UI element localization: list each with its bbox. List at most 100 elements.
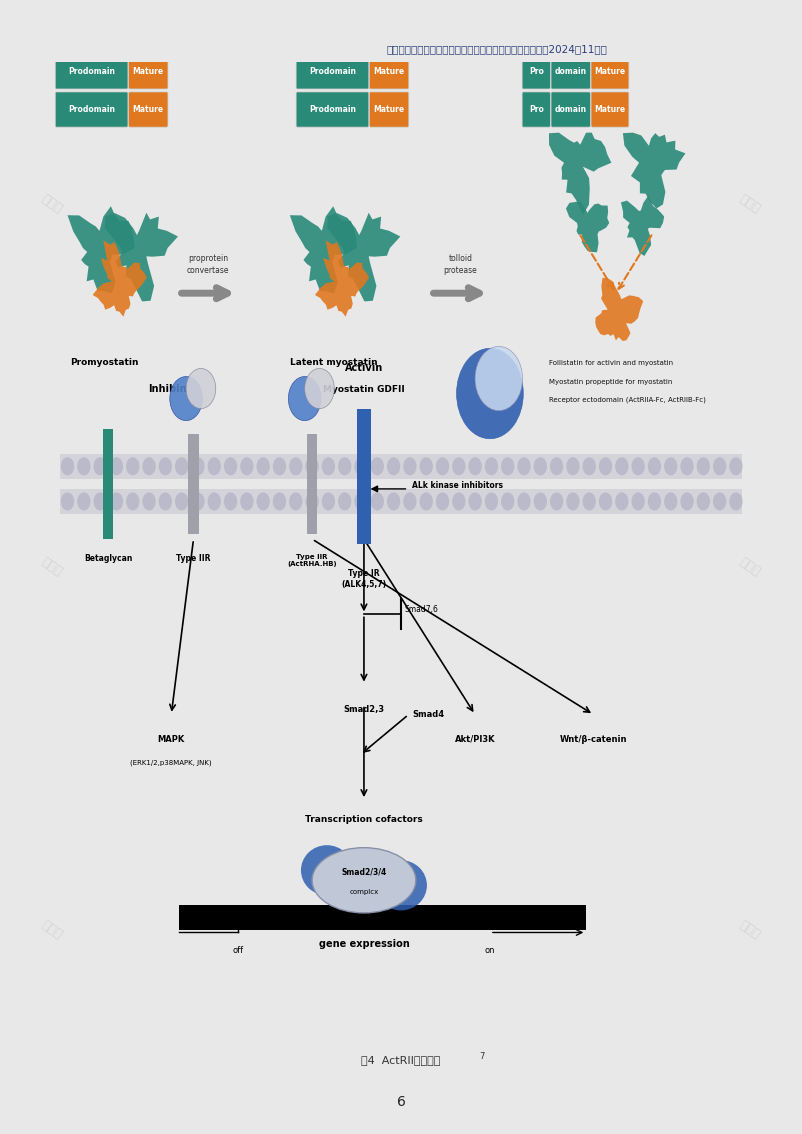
Circle shape [306, 457, 318, 475]
Text: Inhibin: Inhibin [148, 383, 187, 393]
Circle shape [126, 457, 140, 475]
Text: protease: protease [444, 266, 477, 276]
Polygon shape [290, 206, 357, 294]
Circle shape [289, 457, 302, 475]
Bar [103, 429, 113, 539]
Text: domain: domain [555, 105, 587, 115]
Text: 7: 7 [480, 1052, 485, 1060]
Circle shape [403, 492, 416, 510]
Circle shape [403, 457, 416, 475]
Text: off: off [233, 946, 244, 955]
Circle shape [110, 457, 124, 475]
Circle shape [680, 457, 694, 475]
Polygon shape [92, 240, 147, 316]
Circle shape [435, 457, 449, 475]
Polygon shape [327, 213, 400, 302]
Text: 智慧芽《热门减肥增肌靶点调研及非临床研究策略报告》（2024年11月）: 智慧芽《热门减肥增肌靶点调研及非临床研究策略报告》（2024年11月） [387, 44, 608, 53]
Circle shape [175, 492, 188, 510]
Bar [60, 454, 742, 479]
Text: on: on [484, 946, 495, 955]
Circle shape [192, 457, 205, 475]
Circle shape [713, 457, 727, 475]
Circle shape [354, 492, 367, 510]
Circle shape [371, 492, 384, 510]
Polygon shape [315, 240, 369, 316]
Circle shape [289, 376, 321, 421]
Circle shape [729, 457, 743, 475]
Text: Activin: Activin [345, 364, 383, 373]
Circle shape [566, 492, 580, 510]
Text: Smad4: Smad4 [412, 710, 444, 719]
Text: Mature: Mature [594, 67, 626, 76]
Circle shape [615, 457, 629, 475]
Text: 图4  ActRII信号通路: 图4 ActRII信号通路 [362, 1056, 440, 1065]
Bar [357, 408, 371, 544]
Circle shape [456, 348, 523, 439]
Text: domain: domain [555, 67, 587, 76]
Circle shape [419, 457, 433, 475]
Text: 智慧芽: 智慧芽 [39, 556, 65, 578]
Text: 智慧芽: 智慧芽 [39, 919, 65, 941]
Circle shape [729, 492, 743, 510]
Circle shape [322, 492, 335, 510]
Polygon shape [566, 202, 610, 252]
Text: Betaglycan: Betaglycan [84, 555, 132, 564]
Text: Akt/PI3K: Akt/PI3K [455, 735, 496, 744]
Text: Mature: Mature [133, 67, 164, 76]
Circle shape [94, 492, 107, 510]
Polygon shape [67, 206, 135, 294]
Circle shape [77, 457, 91, 475]
Text: Receptor ectodomain (ActRIIA-Fc, ActRIIB-Fc): Receptor ectodomain (ActRIIA-Fc, ActRIIB… [549, 396, 706, 403]
Text: Prodomain: Prodomain [68, 67, 115, 76]
Polygon shape [105, 213, 178, 302]
Circle shape [175, 457, 188, 475]
Circle shape [484, 457, 498, 475]
FancyBboxPatch shape [296, 53, 369, 88]
FancyBboxPatch shape [551, 92, 590, 127]
Text: 智慧芽: 智慧芽 [737, 193, 763, 215]
FancyBboxPatch shape [591, 53, 629, 88]
Text: tolloid: tolloid [448, 254, 472, 263]
Circle shape [484, 492, 498, 510]
Circle shape [664, 492, 678, 510]
Circle shape [664, 457, 678, 475]
Circle shape [61, 457, 75, 475]
Circle shape [143, 492, 156, 510]
Text: MAPK: MAPK [158, 735, 185, 744]
Circle shape [240, 457, 253, 475]
FancyBboxPatch shape [591, 92, 629, 127]
Circle shape [61, 492, 75, 510]
Text: Myostatin GDFII: Myostatin GDFII [323, 384, 405, 393]
Circle shape [566, 457, 580, 475]
Circle shape [582, 492, 596, 510]
Circle shape [599, 457, 612, 475]
Circle shape [143, 457, 156, 475]
Text: ALk kinase inhibitors: ALk kinase inhibitors [412, 482, 503, 490]
Circle shape [419, 492, 433, 510]
Circle shape [599, 492, 612, 510]
Bar [179, 905, 586, 931]
Circle shape [186, 369, 216, 408]
Polygon shape [549, 133, 611, 214]
Circle shape [208, 492, 221, 510]
Text: Follistatin for activin and myostatin: Follistatin for activin and myostatin [549, 361, 674, 366]
Circle shape [192, 492, 205, 510]
Circle shape [533, 492, 547, 510]
Circle shape [110, 492, 124, 510]
FancyBboxPatch shape [522, 53, 550, 88]
FancyBboxPatch shape [296, 92, 369, 127]
Text: Mature: Mature [594, 105, 626, 115]
Circle shape [582, 457, 596, 475]
Circle shape [208, 457, 221, 475]
Circle shape [631, 457, 645, 475]
Circle shape [224, 492, 237, 510]
Circle shape [435, 492, 449, 510]
Polygon shape [623, 133, 686, 209]
Circle shape [354, 457, 367, 475]
Circle shape [452, 457, 465, 475]
Circle shape [550, 492, 563, 510]
Text: gene expression: gene expression [318, 939, 409, 948]
Circle shape [615, 492, 629, 510]
Polygon shape [621, 195, 664, 256]
Circle shape [680, 492, 694, 510]
